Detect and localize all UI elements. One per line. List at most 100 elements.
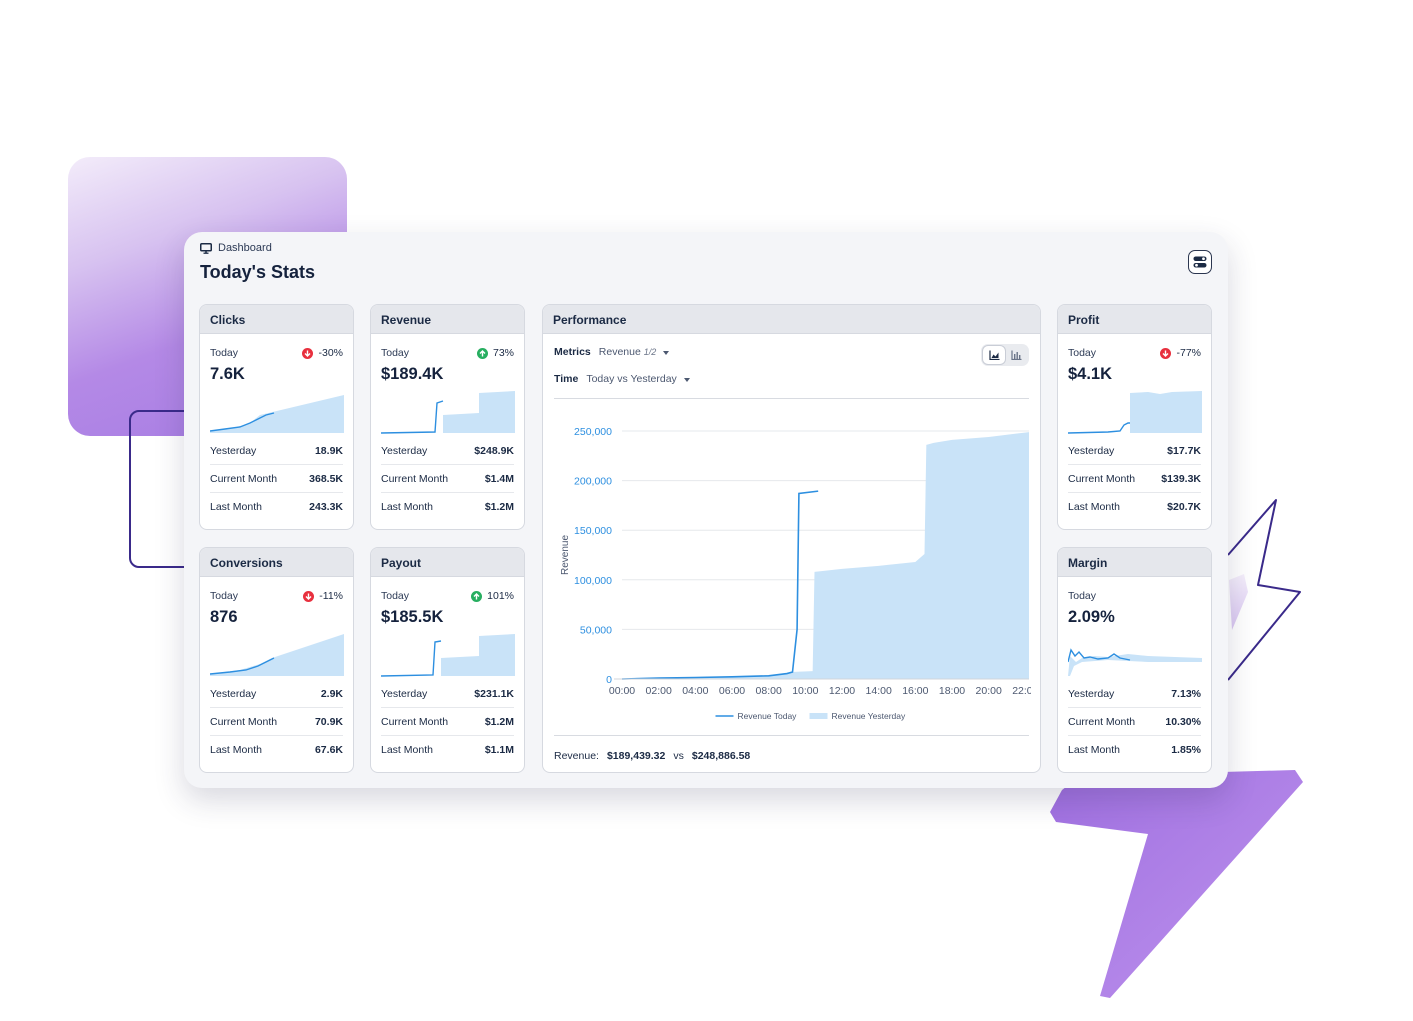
sparkline-area xyxy=(443,391,515,433)
dashboard-panel: Dashboard Today's Stats Clicks Today -30… xyxy=(184,232,1228,788)
divider xyxy=(554,735,1029,736)
stat-row: Yesterday $17.7K xyxy=(1068,437,1201,464)
metrics-count: 1/2 xyxy=(643,347,657,357)
x-tick-label: 14:00 xyxy=(866,685,892,697)
row-label: Yesterday xyxy=(381,444,428,457)
sparkline-line xyxy=(1068,422,1130,434)
time-label: Time xyxy=(554,373,579,385)
row-value: $139.3K xyxy=(1161,472,1201,485)
row-label: Current Month xyxy=(381,715,449,728)
metrics-selector[interactable]: Metrics Revenue 1/2 xyxy=(554,346,670,358)
breadcrumb-label: Dashboard xyxy=(218,242,272,254)
sparkline-line xyxy=(381,400,444,434)
chevron-down-icon xyxy=(683,378,690,382)
today-value: 7.6K xyxy=(210,365,245,383)
stat-row: Yesterday $248.9K xyxy=(381,437,514,464)
stat-row: Current Month $139.3K xyxy=(1068,464,1201,492)
sparkline-chart xyxy=(381,634,515,677)
change-indicator: -77% xyxy=(1160,347,1201,359)
x-tick-label: 02:00 xyxy=(646,685,672,697)
summary-vs: vs xyxy=(673,750,684,762)
metrics-value: Revenue xyxy=(598,346,641,358)
stat-row: Last Month 243.3K xyxy=(210,492,343,520)
toggles-icon xyxy=(1193,256,1207,268)
page-title: Today's Stats xyxy=(200,262,315,282)
x-tick-label: 00:00 xyxy=(609,685,635,697)
row-value: $1.2M xyxy=(484,500,514,513)
area-chart-view-button[interactable] xyxy=(983,346,1005,364)
row-value: 2.9K xyxy=(320,687,343,700)
card-title: Margin xyxy=(1058,548,1211,577)
settings-toggle-button[interactable] xyxy=(1188,250,1212,274)
today-label: Today xyxy=(210,590,239,602)
row-label: Current Month xyxy=(1068,715,1136,728)
row-value: 7.13% xyxy=(1171,687,1201,700)
metrics-dropdown[interactable]: Revenue 1/2 xyxy=(598,346,670,358)
card-revenue[interactable]: Revenue Today 73% $189.4K Yesterday $248.… xyxy=(370,304,525,530)
sparkline-chart xyxy=(1068,648,1202,676)
stat-row: Last Month 67.6K xyxy=(210,735,343,763)
stat-row: Current Month 10.30% xyxy=(1068,707,1201,735)
change-indicator: -11% xyxy=(303,590,343,602)
stat-row: Yesterday 2.9K xyxy=(210,680,343,707)
card-profit[interactable]: Profit Today -77% $4.1K Yesterday $17.7K … xyxy=(1057,304,1212,530)
row-label: Yesterday xyxy=(1068,444,1115,457)
card-title: Profit xyxy=(1058,305,1211,334)
stat-row: Current Month 368.5K xyxy=(210,464,343,492)
y-tick-label: 250,000 xyxy=(574,426,612,438)
today-value: $189.4K xyxy=(381,365,444,383)
card-clicks[interactable]: Clicks Today -30% 7.6K Yesterday 18.9K Cu… xyxy=(199,304,354,530)
today-value: 876 xyxy=(210,608,238,626)
summary-label: Revenue: xyxy=(554,750,599,762)
row-label: Last Month xyxy=(210,743,262,756)
y-tick-label: 150,000 xyxy=(574,525,612,537)
stat-row: Current Month $1.4M xyxy=(381,464,514,492)
row-label: Yesterday xyxy=(210,687,257,700)
row-label: Last Month xyxy=(381,743,433,756)
row-label: Current Month xyxy=(1068,472,1136,485)
stat-row: Last Month $20.7K xyxy=(1068,492,1201,520)
breadcrumb[interactable]: Dashboard xyxy=(200,242,272,254)
bar-chart-view-button[interactable] xyxy=(1005,346,1027,364)
stat-row: Yesterday $231.1K xyxy=(381,680,514,707)
today-value: 2.09% xyxy=(1068,608,1115,626)
card-title: Performance xyxy=(543,305,1040,334)
y-tick-label: 100,000 xyxy=(574,575,612,587)
x-tick-label: 10:00 xyxy=(792,685,818,697)
row-value: $231.1K xyxy=(474,687,514,700)
change-indicator: 101% xyxy=(471,590,514,602)
row-value: 10.30% xyxy=(1165,715,1201,728)
row-value: 368.5K xyxy=(309,472,343,485)
arrow-up-icon xyxy=(476,347,488,359)
sparkline-line xyxy=(210,412,275,432)
x-tick-label: 08:00 xyxy=(756,685,782,697)
stats-rows: Yesterday 18.9K Current Month 368.5K Last … xyxy=(210,437,343,520)
sparkline-chart xyxy=(381,391,515,434)
time-dropdown[interactable]: Today vs Yesterday xyxy=(586,373,690,385)
performance-chart: 0 50,000 100,000 150,000 200,000 250,000 Reven… xyxy=(560,426,1031,721)
sparkline-area xyxy=(210,395,344,433)
card-performance[interactable]: Performance Metrics Revenue 1/2 Time Tod… xyxy=(542,304,1041,773)
row-value: $1.1M xyxy=(484,743,514,756)
time-value: Today vs Yesterday xyxy=(586,373,677,385)
y-tick-label: 200,000 xyxy=(574,476,612,488)
x-tick-label: 12:00 xyxy=(829,685,855,697)
today-label: Today xyxy=(1068,590,1097,602)
row-value: $1.4M xyxy=(484,472,514,485)
stats-rows: Yesterday $248.9K Current Month $1.4M Last… xyxy=(381,437,514,520)
card-margin[interactable]: Margin Today 2.09% Yesterday 7.13% Curren… xyxy=(1057,547,1212,773)
card-payout[interactable]: Payout Today 101% $185.5K Yesterday $231.… xyxy=(370,547,525,773)
chart-view-switch[interactable] xyxy=(981,344,1029,366)
sparkline-area xyxy=(441,634,515,676)
today-label: Today xyxy=(381,590,410,602)
today-label: Today xyxy=(1068,347,1097,359)
card-conversions[interactable]: Conversions Today -11% 876 Yesterday 2.9K… xyxy=(199,547,354,773)
time-selector[interactable]: Time Today vs Yesterday xyxy=(554,373,690,385)
arrow-down-icon xyxy=(302,347,314,359)
monitor-icon xyxy=(200,242,212,254)
series-area-revenue-yesterday xyxy=(622,432,1029,679)
row-label: Yesterday xyxy=(210,444,257,457)
stat-row: Yesterday 18.9K xyxy=(210,437,343,464)
series-line-revenue-today xyxy=(621,490,819,680)
stat-row: Current Month $1.2M xyxy=(381,707,514,735)
